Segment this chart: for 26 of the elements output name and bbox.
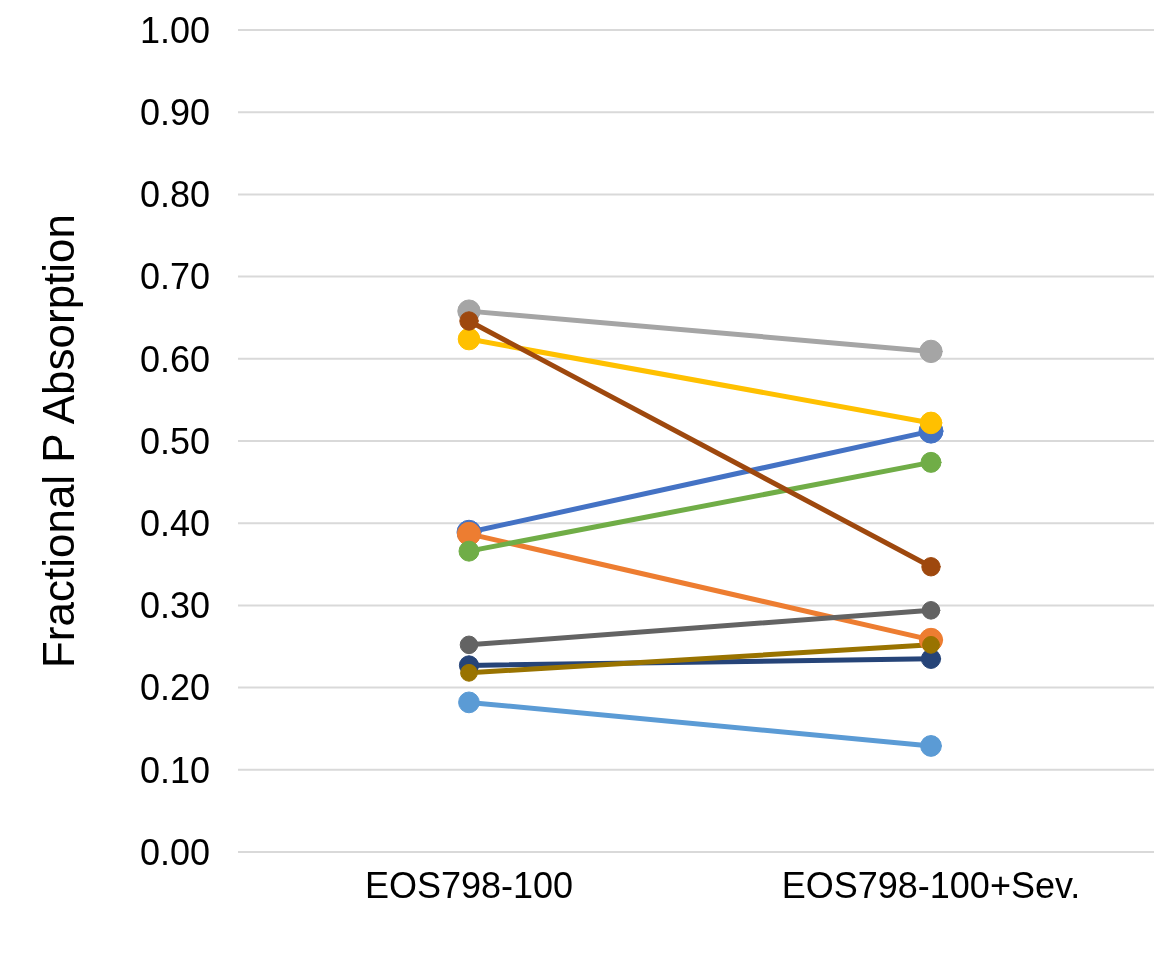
y-tick-label: 0.40 (139, 502, 210, 544)
y-tick-label: 0.00 (139, 831, 210, 873)
point (921, 557, 941, 577)
y-tick-label: 0.90 (139, 91, 210, 133)
y-tick-label: 0.80 (139, 174, 210, 216)
point (919, 339, 943, 364)
point (458, 540, 480, 562)
point (919, 411, 943, 435)
point (457, 327, 481, 351)
y-tick-label: 0.50 (139, 420, 210, 462)
y-tick-label: 1.00 (139, 9, 210, 51)
y-tick-label: 0.30 (139, 585, 210, 627)
x-tick-label: EOS798-100 (364, 864, 574, 906)
point (920, 451, 942, 473)
point (920, 735, 942, 757)
y-tick-label: 0.10 (139, 749, 210, 791)
y-tick-label: 0.70 (139, 256, 210, 298)
x-tick-label: EOS798-100+Sev. (781, 864, 1081, 906)
y-axis-title: Fractional P Absorption (33, 213, 83, 669)
point (460, 663, 478, 682)
point (921, 601, 941, 620)
y-tick-label: 0.60 (139, 338, 210, 380)
point (459, 311, 479, 331)
point (459, 635, 479, 655)
y-tick-label: 0.20 (139, 667, 210, 709)
point (458, 691, 480, 714)
